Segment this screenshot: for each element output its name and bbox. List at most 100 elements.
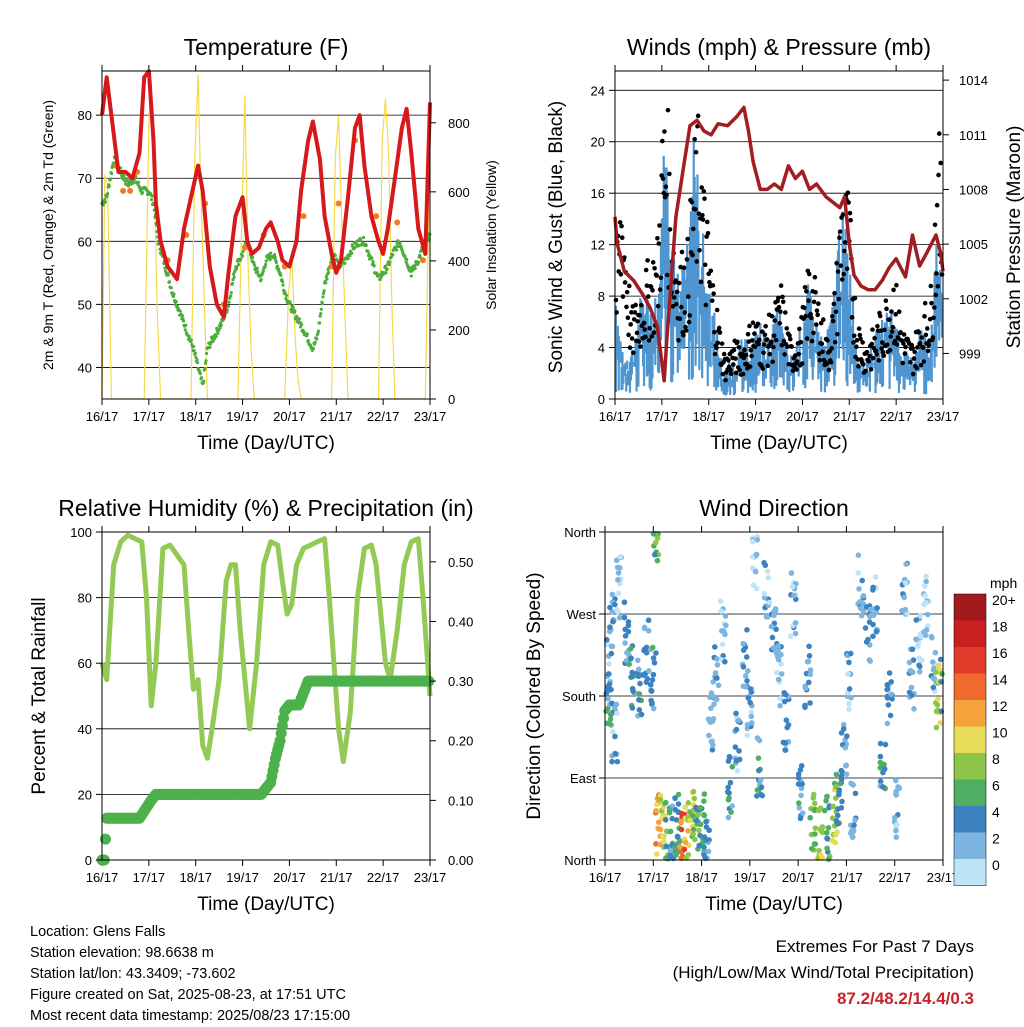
- direction-point: [744, 732, 751, 739]
- direction-point: [870, 621, 876, 628]
- colorbar-swatch: [954, 859, 986, 886]
- gust-point: [677, 316, 683, 322]
- rh-xtick-label: 19/17: [226, 870, 259, 885]
- direction-point: [775, 643, 782, 649]
- rh-line: [99, 532, 433, 765]
- gust-point: [848, 217, 853, 223]
- dewpoint-point: [110, 165, 114, 170]
- direction-point: [899, 607, 905, 614]
- direction-point: [784, 724, 790, 731]
- gust-point: [773, 337, 779, 343]
- gust-point: [748, 347, 754, 353]
- direction-point: [821, 807, 828, 814]
- direction-point: [711, 694, 717, 700]
- rh-xlabel: Time (Day/UTC): [197, 894, 335, 915]
- direction-point: [604, 687, 611, 694]
- direction-point: [735, 717, 742, 724]
- dewpoint-point: [181, 319, 186, 323]
- gust-point: [721, 351, 727, 357]
- dewpoint-point: [315, 337, 319, 341]
- gust-point: [930, 335, 936, 340]
- colorbar-label: 18: [992, 619, 1008, 635]
- gust-point: [799, 361, 805, 366]
- dewpoint-point: [311, 346, 316, 351]
- direction-point: [629, 705, 636, 711]
- gust-point: [783, 310, 788, 315]
- gust-point: [923, 332, 929, 338]
- gust-point: [816, 301, 821, 307]
- temp-xlabel: Time (Day/UTC): [197, 433, 335, 454]
- gust-point: [889, 309, 894, 314]
- direction-point: [812, 825, 819, 831]
- gust-point: [835, 331, 840, 337]
- gust-point: [638, 302, 644, 308]
- gust-point: [761, 342, 767, 347]
- direction-point: [621, 599, 628, 606]
- direction-point: [856, 586, 862, 592]
- gust-point: [638, 344, 643, 349]
- gust-point: [762, 332, 768, 338]
- gust-point: [892, 338, 898, 344]
- colorbar-swatch: [954, 620, 986, 647]
- direction-point: [690, 788, 697, 795]
- gust-point: [789, 344, 794, 349]
- direction-point: [612, 751, 619, 757]
- gust-point: [887, 347, 893, 353]
- gust-point: [921, 359, 927, 364]
- direction-point: [634, 657, 641, 664]
- gust-point: [629, 310, 634, 315]
- direction-point: [867, 606, 874, 613]
- gust-point: [643, 334, 648, 340]
- gust-point: [820, 349, 825, 355]
- gust-point: [847, 210, 853, 216]
- rh-ytick-label: 100: [70, 525, 92, 540]
- direction-point: [744, 627, 750, 633]
- gust-point: [631, 317, 637, 322]
- dewpoint-point: [264, 262, 268, 267]
- dewpoint-point: [218, 326, 222, 330]
- direction-point: [833, 817, 840, 824]
- gust-point: [910, 371, 916, 377]
- dewpoint-point: [318, 314, 322, 318]
- direction-point: [725, 797, 732, 803]
- gust-point: [837, 235, 842, 241]
- direction-point: [661, 838, 667, 845]
- direction-point: [673, 817, 680, 823]
- direction-point: [902, 580, 909, 586]
- dewpoint-point: [346, 257, 350, 261]
- dewpoint-point: [395, 248, 399, 252]
- dewpoint-point: [413, 266, 417, 271]
- dewpoint-point: [348, 253, 352, 258]
- direction-point: [796, 804, 803, 811]
- dewpoint-point: [241, 249, 245, 254]
- wind-xtick-label: 16/17: [599, 409, 632, 424]
- direction-point: [914, 643, 921, 650]
- gust-point: [755, 321, 761, 327]
- gust-point: [840, 212, 846, 217]
- dewpoint-point: [256, 270, 260, 274]
- gust-point: [916, 330, 922, 335]
- dir-xtick-label: 19/17: [734, 870, 767, 885]
- direction-point: [615, 570, 622, 576]
- pressure-ytick-label: 1002: [959, 292, 988, 307]
- direction-point: [882, 741, 889, 748]
- gust-point: [833, 309, 839, 315]
- direction-point: [659, 833, 666, 840]
- direction-point: [775, 676, 782, 683]
- gust-point: [927, 316, 933, 322]
- dir-ytick-label: North: [564, 525, 596, 540]
- gust-point: [918, 362, 924, 368]
- temp-frame: [101, 70, 431, 400]
- gust-point: [665, 107, 671, 113]
- gust-point: [858, 336, 863, 342]
- colorbar-label: 8: [992, 751, 1000, 767]
- direction-point: [625, 628, 632, 635]
- gust-point: [794, 359, 800, 364]
- gust-point: [890, 324, 896, 330]
- direction-point: [650, 655, 657, 661]
- direction-point: [788, 570, 795, 576]
- gust-point: [618, 272, 624, 277]
- direction-point: [673, 852, 679, 858]
- dewpoint-point: [261, 269, 265, 273]
- direction-point: [678, 818, 684, 825]
